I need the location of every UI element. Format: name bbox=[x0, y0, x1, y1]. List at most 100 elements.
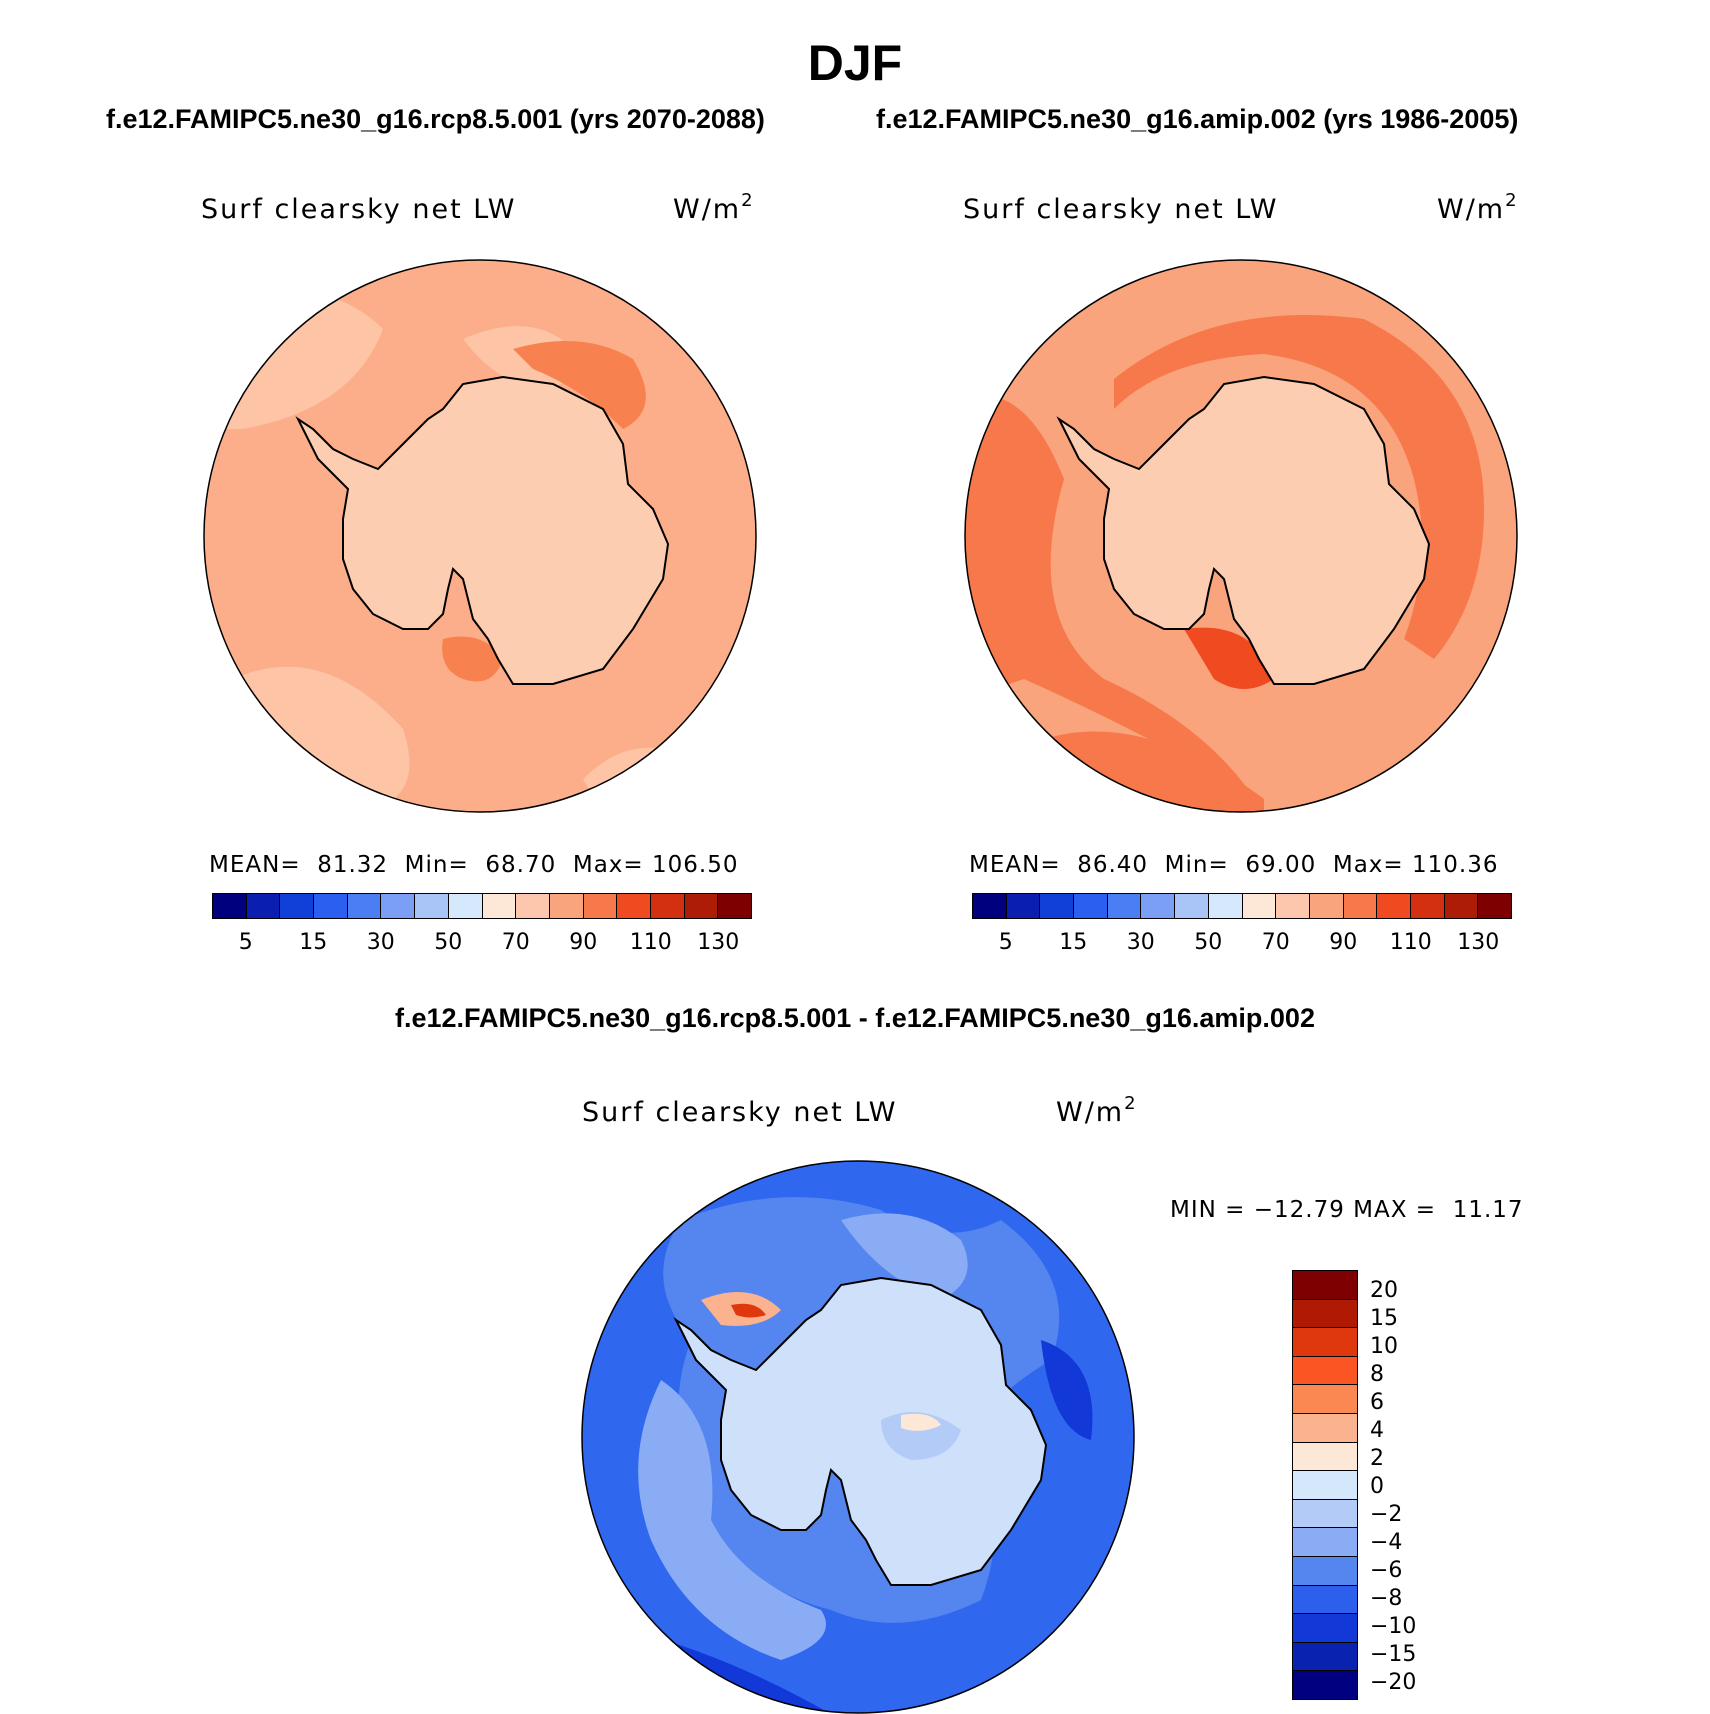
panel-2-antarctica-coast bbox=[1056, 375, 1431, 685]
panel-2-colorbar-swatch bbox=[1343, 894, 1378, 918]
difference-stats: MIN = −12.79 MAX = 11.17 bbox=[1170, 1197, 1524, 1223]
panel-2-colorbar-tick-label: 110 bbox=[1389, 930, 1432, 955]
panel-1-colorbar-swatch bbox=[314, 894, 348, 918]
panel-2-colorbar-swatch bbox=[1444, 894, 1479, 918]
difference-colorbar-tick-label: 4 bbox=[1370, 1418, 1384, 1444]
panel-2-colorbar-swatch bbox=[1242, 894, 1277, 918]
panel-1-colorbar-swatch bbox=[684, 894, 719, 918]
panel-1-colorbar-tick-label: 110 bbox=[629, 930, 672, 955]
panel-1-colorbar-tick-label: 90 bbox=[569, 930, 598, 955]
panel-2-colorbar-swatch bbox=[1478, 894, 1511, 918]
panel-2-colorbar bbox=[972, 893, 1512, 919]
panel-1-run-title: f.e12.FAMIPC5.ne30_g16.rcp8.5.001 (yrs 2… bbox=[106, 104, 765, 134]
difference-colorbar-swatch bbox=[1293, 1328, 1357, 1357]
panel-1-colorbar-tick-label: 5 bbox=[238, 930, 253, 955]
panel-2-units: W/m2 bbox=[1437, 190, 1519, 225]
panel-2-colorbar-tick-label: 15 bbox=[1059, 930, 1088, 955]
panel-2-colorbar-swatch bbox=[1141, 894, 1176, 918]
panel-1-colorbar-swatch bbox=[347, 894, 382, 918]
panel-1-antarctica-coast bbox=[295, 375, 670, 685]
panel-2-colorbar-tick-label: 70 bbox=[1261, 930, 1290, 955]
panel-2-colorbar-tick-label: 130 bbox=[1457, 930, 1500, 955]
panel-1-colorbar-swatch bbox=[280, 894, 315, 918]
panel-2-colorbar-swatch bbox=[1074, 894, 1108, 918]
difference-colorbar bbox=[1292, 1270, 1358, 1700]
panel-2-colorbar-tick-label: 5 bbox=[998, 930, 1013, 955]
difference-colorbar-tick-label: 8 bbox=[1370, 1362, 1384, 1388]
difference-colorbar-tick-label: −4 bbox=[1370, 1530, 1403, 1556]
panel-2-colorbar-swatch bbox=[1175, 894, 1209, 918]
difference-colorbar-tick-label: −15 bbox=[1370, 1642, 1417, 1668]
panel-1-colorbar-swatch bbox=[415, 894, 449, 918]
panel-2-colorbar-swatch bbox=[973, 894, 1007, 918]
panel-2-colorbar-swatch bbox=[1208, 894, 1243, 918]
panel-1-colorbar-swatch bbox=[516, 894, 550, 918]
panel-1-colorbar-ticks: 5 15 30 50 70 90 110 130 bbox=[212, 930, 752, 960]
panel-1-colorbar-swatch bbox=[482, 894, 517, 918]
difference-colorbar-tick-label: 0 bbox=[1370, 1474, 1384, 1500]
panel-2-run-title: f.e12.FAMIPC5.ne30_g16.amip.002 (yrs 198… bbox=[876, 104, 1519, 134]
panel-1-colorbar-swatch bbox=[583, 894, 618, 918]
panel-2-colorbar-swatch bbox=[1309, 894, 1344, 918]
difference-colorbar-swatch bbox=[1293, 1614, 1357, 1643]
difference-colorbar-tick-label: −2 bbox=[1370, 1502, 1403, 1528]
difference-colorbar-tick-label: −20 bbox=[1370, 1670, 1417, 1696]
difference-colorbar-swatch bbox=[1293, 1356, 1357, 1386]
panel-2-colorbar-swatch bbox=[1040, 894, 1075, 918]
difference-colorbar-tick-label: −10 bbox=[1370, 1614, 1417, 1640]
difference-colorbar-swatch bbox=[1293, 1642, 1357, 1672]
panel-1-colorbar-tick-label: 130 bbox=[697, 930, 740, 955]
panel-1-field-label: Surf clearsky net LW bbox=[201, 194, 517, 225]
panel-1-colorbar-tick-label: 70 bbox=[501, 930, 530, 955]
difference-field-label: Surf clearsky net LW bbox=[582, 1097, 898, 1128]
difference-colorbar-tick-label: 20 bbox=[1370, 1278, 1398, 1303]
difference-colorbar-tick-label: −6 bbox=[1370, 1558, 1403, 1584]
panel-2-colorbar-ticks: 5 15 30 50 70 90 110 130 bbox=[972, 930, 1512, 960]
panel-2-stats: MEAN= 86.40 Min= 69.00 Max= 110.36 bbox=[969, 852, 1499, 878]
difference-antarctica-coast bbox=[673, 1276, 1048, 1586]
difference-colorbar-tick-label: 2 bbox=[1370, 1446, 1384, 1472]
panel-1-units: W/m2 bbox=[673, 190, 755, 225]
difference-colorbar-tick-label: 6 bbox=[1370, 1390, 1384, 1416]
difference-colorbar-swatch bbox=[1293, 1385, 1357, 1414]
panel-1-colorbar-tick-label: 15 bbox=[299, 930, 328, 955]
panel-2-colorbar-tick-label: 30 bbox=[1126, 930, 1155, 955]
panel-1-colorbar-swatch bbox=[718, 894, 751, 918]
panel-2-colorbar-swatch bbox=[1107, 894, 1142, 918]
difference-colorbar-tick-label: 15 bbox=[1370, 1306, 1398, 1332]
panel-1-colorbar-swatch bbox=[549, 894, 584, 918]
difference-colorbar-swatch bbox=[1293, 1442, 1357, 1472]
difference-accent-region bbox=[638, 1380, 826, 1660]
panel-1-colorbar bbox=[212, 893, 752, 919]
difference-colorbar-ticks: 20 15 10 8 6 4 2 0 −2 −4 −6 −8 −10 −15 −20 bbox=[1370, 1270, 1490, 1700]
difference-colorbar-swatch bbox=[1293, 1671, 1357, 1699]
panel-2-field-label: Surf clearsky net LW bbox=[963, 194, 1279, 225]
difference-polar-map bbox=[581, 1160, 1135, 1714]
panel-1-colorbar-swatch bbox=[448, 894, 483, 918]
panel-1-colorbar-tick-label: 50 bbox=[434, 930, 463, 955]
difference-colorbar-swatch bbox=[1293, 1556, 1357, 1586]
panel-2-colorbar-swatch bbox=[1377, 894, 1411, 918]
difference-colorbar-swatch bbox=[1293, 1413, 1357, 1443]
figure-title: DJF bbox=[807, 35, 903, 91]
difference-colorbar-tick-label: 10 bbox=[1370, 1334, 1398, 1360]
difference-colorbar-swatch bbox=[1293, 1299, 1357, 1329]
panel-1-colorbar-tick-label: 30 bbox=[366, 930, 395, 955]
panel-1-colorbar-swatch bbox=[381, 894, 416, 918]
panel-1-accent-region bbox=[513, 341, 646, 429]
difference-colorbar-swatch bbox=[1293, 1528, 1357, 1557]
difference-units: W/m2 bbox=[1056, 1093, 1138, 1128]
difference-colorbar-tick-label: −8 bbox=[1370, 1586, 1403, 1612]
panel-1-stats: MEAN= 81.32 Min= 68.70 Max= 106.50 bbox=[209, 852, 739, 878]
panel-1-colorbar-swatch bbox=[213, 894, 247, 918]
difference-colorbar-swatch bbox=[1293, 1271, 1357, 1300]
difference-colorbar-swatch bbox=[1293, 1585, 1357, 1615]
panel-1-colorbar-swatch bbox=[617, 894, 651, 918]
difference-colorbar-swatch bbox=[1293, 1471, 1357, 1500]
panel-2-colorbar-swatch bbox=[1410, 894, 1445, 918]
panel-1-colorbar-swatch bbox=[650, 894, 685, 918]
panel-1-polar-map bbox=[203, 259, 757, 813]
panel-2-colorbar-swatch bbox=[1276, 894, 1310, 918]
panel-2-polar-map bbox=[964, 259, 1518, 813]
panel-2-colorbar-swatch bbox=[1006, 894, 1041, 918]
